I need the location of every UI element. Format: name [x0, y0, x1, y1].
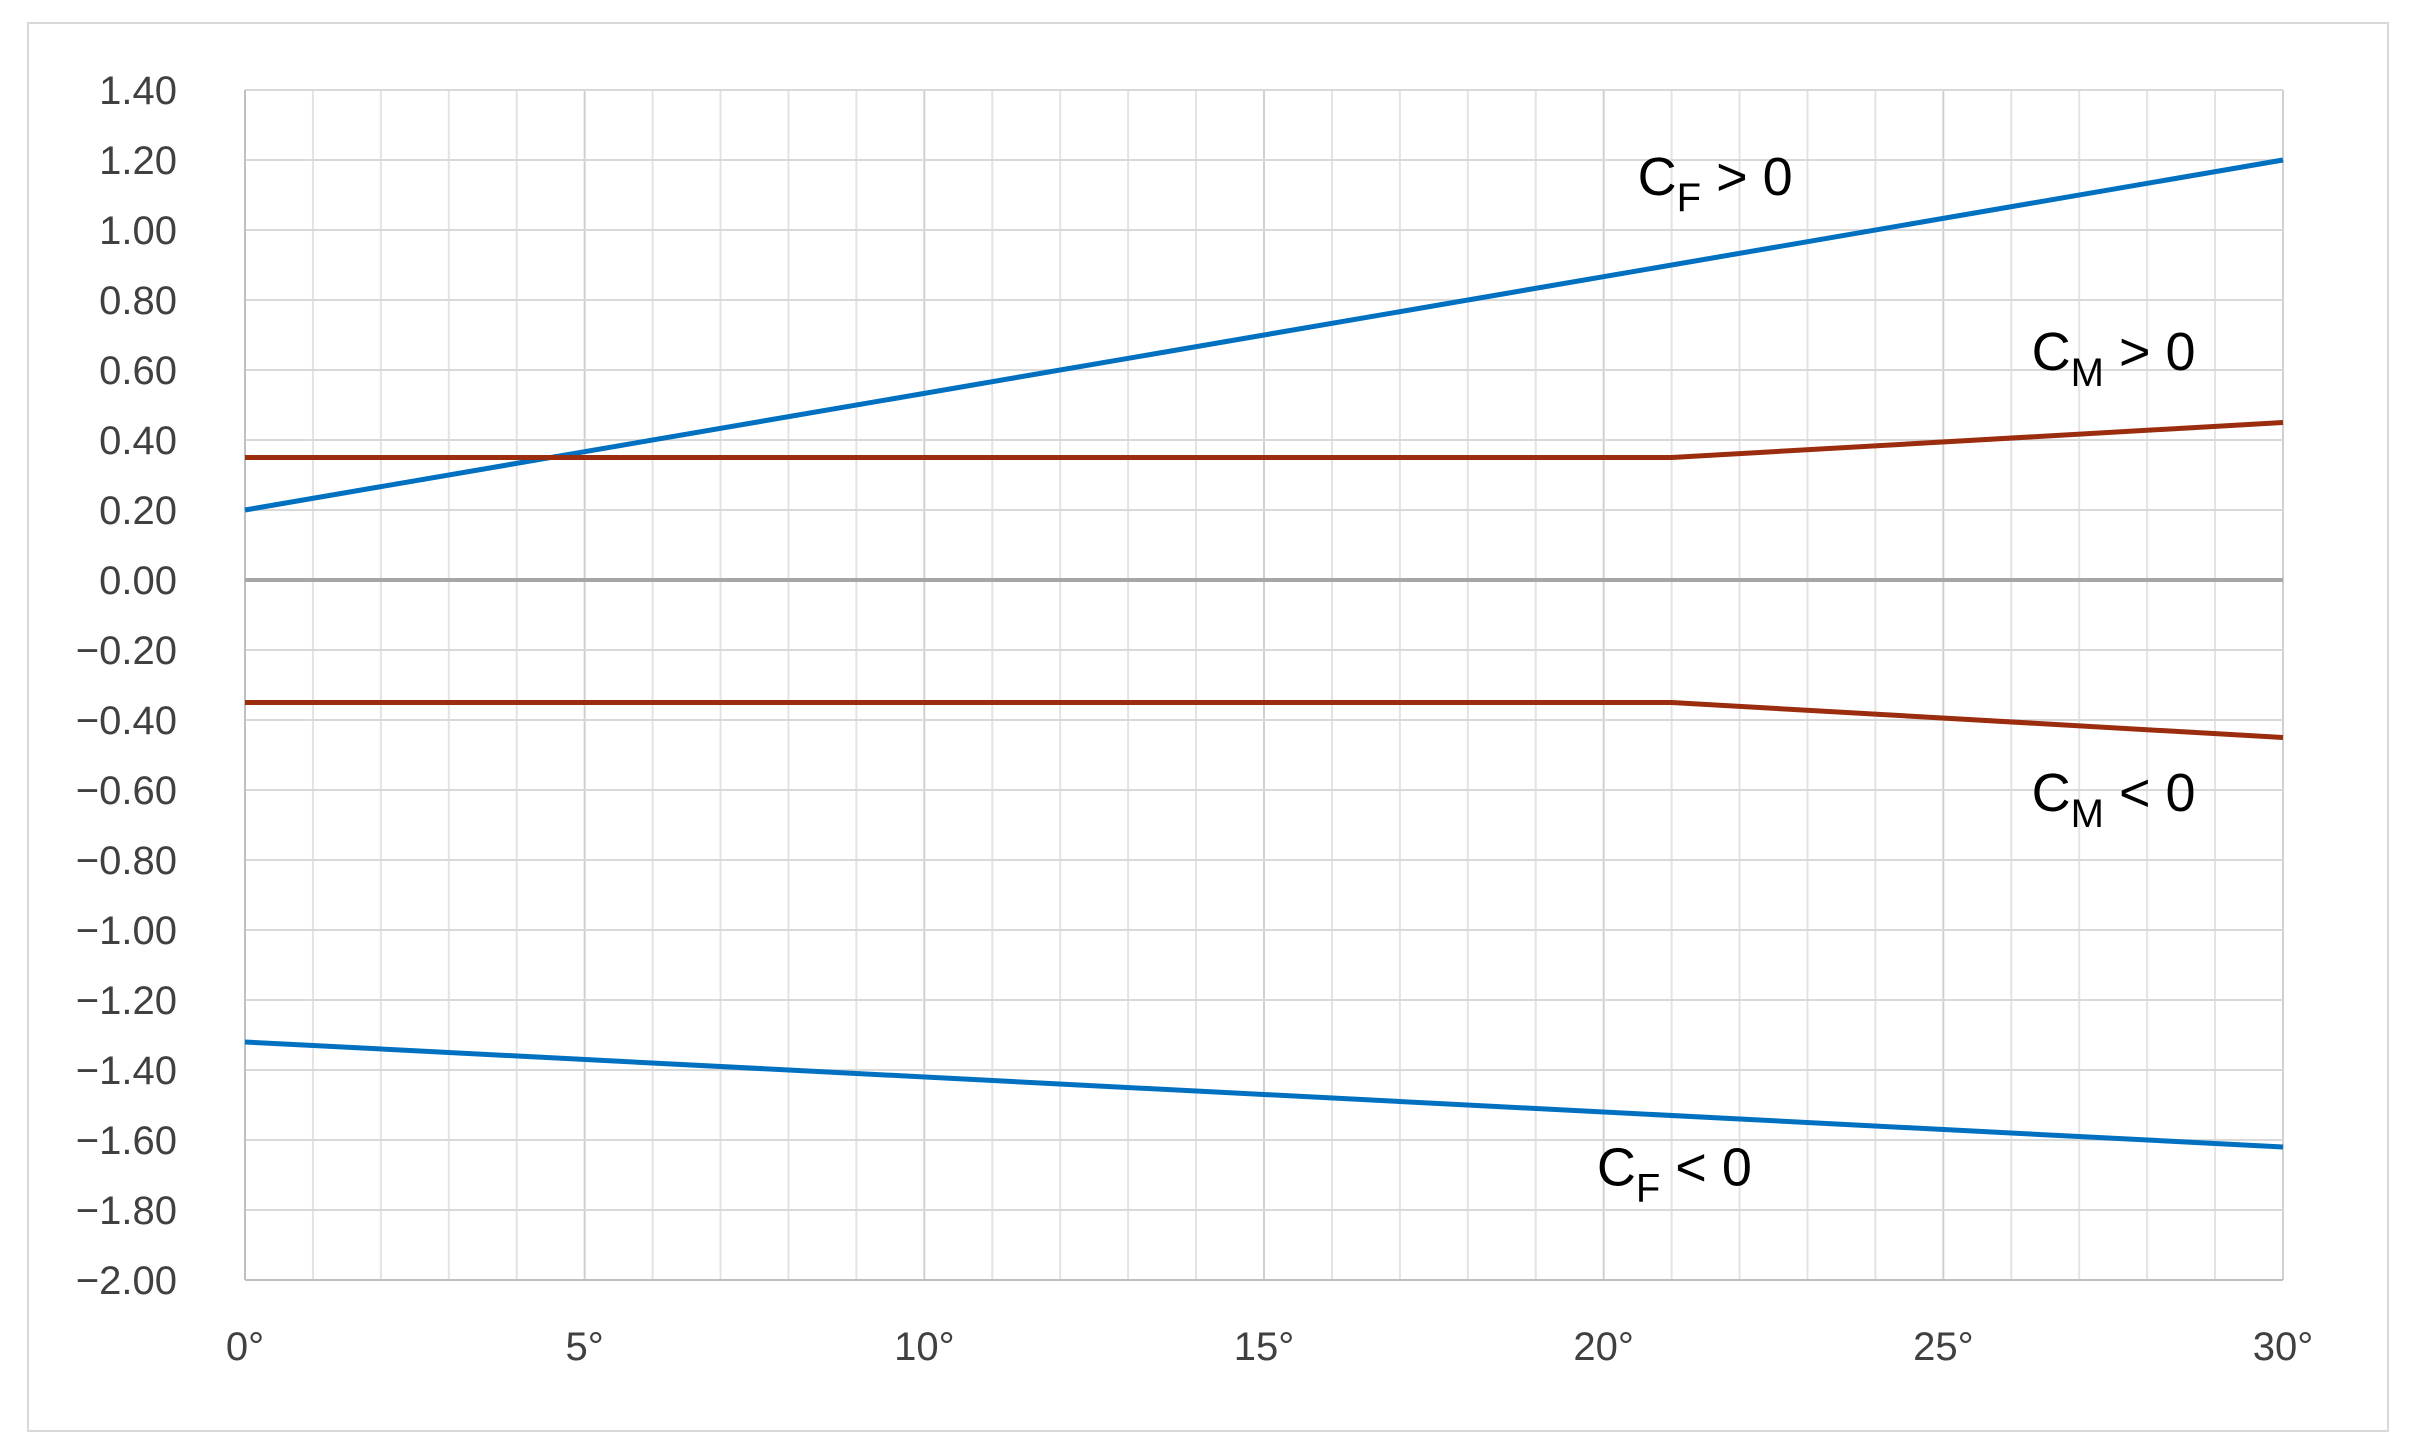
y-tick-label: 0.20: [99, 489, 177, 533]
annotation-layer: CF > 0 CM > 0 CM < 0 CF < 0: [1597, 147, 2196, 1211]
x-tick-label: 30°: [2253, 1325, 2314, 1369]
y-tick-label: −1.20: [76, 979, 177, 1023]
grid-layer: [244, 89, 2284, 1281]
series-line-3: [245, 420, 2284, 460]
series-line-4: [245, 700, 2284, 740]
series-annotation: CM > 0: [2032, 322, 2196, 395]
y-tick-label: −1.60: [76, 1119, 177, 1163]
x-tick-label: 20°: [1573, 1325, 1634, 1369]
series-annotation: CF > 0: [1638, 147, 1793, 220]
y-tick-labels: 1.40 1.20 1.00 0.80 0.60 0.40 0.20 0.00 −0.20 −0.…: [76, 69, 177, 1303]
y-tick-label: 0.80: [99, 279, 177, 323]
y-tick-label: −0.40: [76, 699, 177, 743]
series-annotation: CF < 0: [1597, 1138, 1752, 1211]
series-line-2: [244, 1039, 2284, 1150]
y-tick-label: 0.40: [99, 419, 177, 463]
series-annotation: CM < 0: [2032, 763, 2196, 836]
y-tick-label: 0.60: [99, 349, 177, 393]
series-line-1: [244, 157, 2284, 513]
y-tick-label: −2.00: [76, 1259, 177, 1303]
x-tick-label: 5°: [566, 1325, 604, 1369]
y-tick-label: −0.60: [76, 769, 177, 813]
y-tick-label: −1.80: [76, 1189, 177, 1233]
x-tick-label: 0°: [226, 1325, 264, 1369]
y-tick-label: 1.00: [99, 209, 177, 253]
y-tick-label: 1.20: [99, 139, 177, 183]
y-tick-label: −1.00: [76, 909, 177, 953]
y-tick-label: −1.40: [76, 1049, 177, 1093]
x-tick-label: 25°: [1913, 1325, 1974, 1369]
y-tick-label: 0.00: [99, 559, 177, 603]
y-tick-label: 1.40: [99, 69, 177, 113]
series-layer: [244, 157, 2284, 1150]
x-tick-label: 10°: [894, 1325, 955, 1369]
y-tick-label: −0.20: [76, 629, 177, 673]
chart-frame: [27, 22, 2389, 1432]
x-tick-label: 15°: [1234, 1325, 1295, 1369]
y-tick-label: −0.80: [76, 839, 177, 883]
x-tick-labels: 0° 5° 10° 15° 20° 25° 30°: [226, 1325, 2313, 1369]
